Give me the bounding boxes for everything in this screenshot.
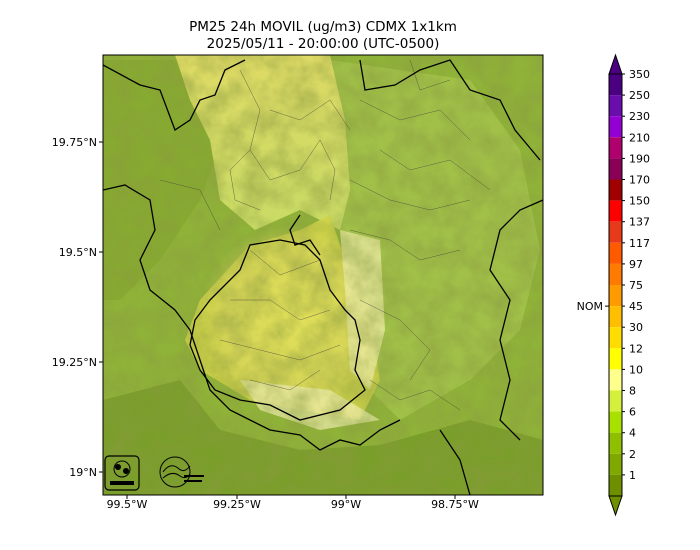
colorbar-swatch [609, 200, 622, 222]
colorbar-swatch [609, 390, 622, 412]
colorbar-label: 350 [629, 68, 650, 81]
colorbar-swatch [609, 369, 622, 391]
lon-tick-label: 99.5°W [107, 498, 148, 511]
colorbar-swatch [609, 263, 622, 285]
colorbar-swatch [609, 179, 622, 201]
map-subtitle: 2025/05/11 - 20:00:00 (UTC-0500) [206, 36, 440, 52]
lon-tick-label: 99°W [331, 498, 361, 511]
colorbar-label: 137 [629, 216, 650, 229]
colorbar-label: 2 [629, 448, 636, 461]
colorbar-label: 97 [629, 258, 643, 271]
sedema-logo [104, 455, 140, 491]
colorbar-swatch [609, 306, 622, 328]
lat-tick-label: 19.5°N [59, 246, 97, 259]
municipal-borders [159, 59, 491, 411]
lon-tick-label: 99.25°W [213, 498, 261, 511]
colorbar-label: 6 [629, 406, 636, 419]
colorbar-label: 45 [629, 300, 643, 313]
colorbar-swatch [609, 95, 622, 117]
nom-label: NOM [577, 300, 603, 313]
colorbar-label: 190 [629, 152, 650, 165]
map-frame [102, 54, 544, 496]
lat-tick-label: 19.25°N [52, 356, 97, 369]
colorbar-label: 210 [629, 131, 650, 144]
colorbar-label: 12 [629, 342, 643, 355]
colorbar-label: 30 [629, 321, 643, 334]
lat-tick-label: 19°N [69, 466, 97, 479]
colorbar-label: 75 [629, 279, 643, 292]
aire-logo [159, 456, 204, 488]
colorbar-label: 170 [629, 174, 650, 187]
colorbar-swatch [609, 474, 622, 496]
colorbar-extend-max [608, 53, 623, 75]
colorbar-label: 10 [629, 363, 643, 376]
colorbar-swatch [609, 327, 622, 349]
colorbar-label: 150 [629, 195, 650, 208]
colorbar-swatch [609, 74, 622, 96]
colorbar-swatch [609, 242, 622, 264]
colorbar-swatch [609, 116, 622, 138]
colorbar-frame [608, 73, 623, 497]
colorbar-label: 250 [629, 89, 650, 102]
lat-tick-label: 19.75°N [52, 136, 97, 149]
colorbar-swatch [609, 221, 622, 243]
colorbar: 3502502302101901701501371179775453012108… [577, 53, 650, 517]
state-borders [103, 59, 543, 495]
map-area [103, 55, 543, 495]
colorbar-label: 8 [629, 385, 636, 398]
colorbar-swatch [609, 158, 622, 180]
colorbar-swatch [609, 348, 622, 370]
lat-tick-marks [99, 141, 103, 473]
colorbar-label: 4 [629, 427, 636, 440]
colorbar-swatch [609, 285, 622, 307]
colorbar-label: 117 [629, 237, 650, 250]
lon-tick-label: 98.75°W [431, 498, 479, 511]
map-title: PM25 24h MOVIL (ug/m3) CDMX 1x1km [189, 19, 457, 35]
terrain-shading [103, 55, 543, 495]
colorbar-swatch [609, 453, 622, 475]
lon-tick-marks [126, 495, 456, 499]
colorbar-label: 230 [629, 110, 650, 123]
colorbar-label: 1 [629, 469, 636, 482]
colorbar-swatch [609, 432, 622, 454]
colorbar-swatch [609, 137, 622, 159]
colorbar-extend-min [608, 495, 623, 517]
colorbar-swatch [609, 411, 622, 433]
